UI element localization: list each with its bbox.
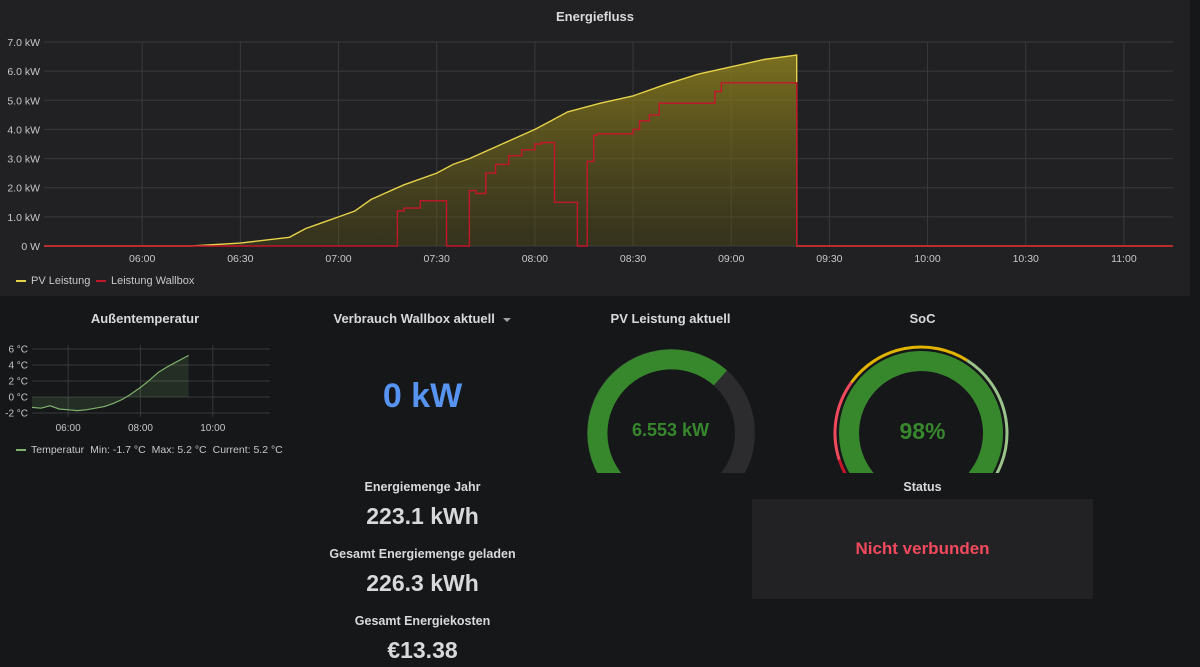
status-value: Nicht verbunden xyxy=(855,539,990,558)
wallbox-value: 0 kW xyxy=(382,377,463,415)
temperature-line xyxy=(31,354,189,412)
y-tick-label: 0 W xyxy=(21,241,40,253)
x-tick-label: 09:00 xyxy=(718,253,744,265)
soc-gauge-panel: SoC 98% xyxy=(800,303,1045,473)
x-tick-label: 10:30 xyxy=(1013,253,1039,265)
energy-cost-title[interactable]: Gesamt Energiekosten xyxy=(354,614,491,628)
energy-flow-panel: Energiefluss 0 W 1.0 kW 2.0 kW 3.0 kW 4.0 kW… xyxy=(0,0,1190,296)
pv-gauge-value: 6.553 kW xyxy=(631,420,710,440)
temperature-legend[interactable]: Temperatur Min: -1.7 °C Max: 5.2 °C Curr… xyxy=(16,444,283,456)
legend-pv[interactable]: PV Leistung xyxy=(16,275,90,287)
temperature-area xyxy=(32,355,189,411)
pv-gauge-panel: PV Leistung aktuell 6.553 kW xyxy=(548,303,793,473)
soc-threshold-green xyxy=(966,359,1009,473)
energy-year-value: 223.1 kWh xyxy=(366,503,479,529)
x-tick-label: 07:00 xyxy=(325,253,351,265)
y-tick-label: 6.0 kW xyxy=(7,66,40,78)
soc-gauge xyxy=(833,345,1009,473)
temperature-max: Max: 5.2 °C xyxy=(151,444,207,456)
pv-area xyxy=(44,55,1173,246)
x-tick-label: 09:30 xyxy=(816,253,842,265)
y-tick-label: 2.0 kW xyxy=(7,183,40,195)
wallbox-title: Verbrauch Wallbox aktuell xyxy=(333,311,495,326)
energy-stats-stack: Energiemenge Jahr 223.1 kWh Gesamt Energ… xyxy=(300,470,545,667)
energy-flow-chart[interactable]: 0 W 1.0 kW 2.0 kW 3.0 kW 4.0 kW 5.0 kW 6.0 kW 7… xyxy=(0,0,1190,296)
status-box: Nicht verbunden xyxy=(752,499,1093,599)
temp-y-tick-label: 4 °C xyxy=(8,361,28,372)
temp-y-tick-label: 0 °C xyxy=(8,393,28,404)
wallbox-title-row[interactable]: Verbrauch Wallbox aktuell xyxy=(300,311,545,326)
legend-wallbox-label: Leistung Wallbox xyxy=(111,275,195,287)
wallbox-line xyxy=(44,82,1173,247)
soc-gauge-fill xyxy=(839,351,1004,473)
x-tick-label: 10:00 xyxy=(914,253,940,265)
temp-y-tick-label: -2 °C xyxy=(5,409,28,420)
energy-total-title[interactable]: Gesamt Energiemenge geladen xyxy=(329,547,516,561)
pv-line xyxy=(44,54,1173,247)
temp-x-tick-label: 06:00 xyxy=(56,423,81,434)
temp-x-tick-label: 08:00 xyxy=(128,423,153,434)
dropdown-caret-icon[interactable] xyxy=(503,317,512,322)
energy-total-value: 226.3 kWh xyxy=(366,570,479,596)
temperature-panel: Außentemperatur 6 °C 4 °C 2 °C 0 °C -2 °C 06:… xyxy=(0,303,290,473)
y-tick-label: 3.0 kW xyxy=(7,154,40,166)
pv-gauge xyxy=(587,349,755,473)
temperature-min: Min: -1.7 °C xyxy=(90,444,146,456)
energy-cost-value: €13.38 xyxy=(387,637,458,663)
energy-flow-title[interactable]: Energiefluss xyxy=(555,9,635,24)
temperature-legend-swatch xyxy=(16,449,26,451)
soc-gauge-title[interactable]: SoC xyxy=(909,311,936,326)
wallbox-panel: Verbrauch Wallbox aktuell 0 kW xyxy=(300,303,545,463)
temp-y-tick-label: 6 °C xyxy=(8,345,28,356)
soc-gauge-value: 98% xyxy=(899,418,946,444)
x-tick-label: 08:30 xyxy=(620,253,646,265)
legend-pv-label: PV Leistung xyxy=(31,275,91,287)
status-title[interactable]: Status xyxy=(903,480,942,494)
soc-threshold-light-red xyxy=(833,381,853,461)
y-tick-label: 4.0 kW xyxy=(7,124,40,136)
y-tick-label: 1.0 kW xyxy=(7,212,40,224)
temp-x-tick-label: 10:00 xyxy=(200,423,225,434)
soc-threshold-red xyxy=(837,459,847,473)
x-tick-label: 11:00 xyxy=(1111,253,1137,265)
x-tick-label: 06:30 xyxy=(227,253,253,265)
x-tick-label: 06:00 xyxy=(129,253,155,265)
y-tick-label: 5.0 kW xyxy=(7,95,40,107)
legend-wallbox-swatch xyxy=(96,280,106,282)
temperature-title[interactable]: Außentemperatur xyxy=(90,311,200,326)
legend-wallbox[interactable]: Leistung Wallbox xyxy=(96,275,194,287)
temperature-current: Current: 5.2 °C xyxy=(212,444,283,456)
temperature-chart[interactable]: 6 °C 4 °C 2 °C 0 °C -2 °C 06:00 08:00 10:00 xyxy=(0,333,290,463)
x-tick-label: 08:00 xyxy=(522,253,548,265)
energy-year-title[interactable]: Energiemenge Jahr xyxy=(364,480,481,494)
y-tick-label: 7.0 kW xyxy=(7,37,40,49)
soc-threshold-yellow xyxy=(850,345,968,384)
x-tick-label: 07:30 xyxy=(424,253,450,265)
pv-gauge-title[interactable]: PV Leistung aktuell xyxy=(610,311,731,326)
pv-gauge-fill xyxy=(587,349,728,473)
temp-y-tick-label: 2 °C xyxy=(8,377,28,388)
temperature-legend-label: Temperatur xyxy=(31,444,85,456)
legend-pv-swatch xyxy=(16,280,26,282)
